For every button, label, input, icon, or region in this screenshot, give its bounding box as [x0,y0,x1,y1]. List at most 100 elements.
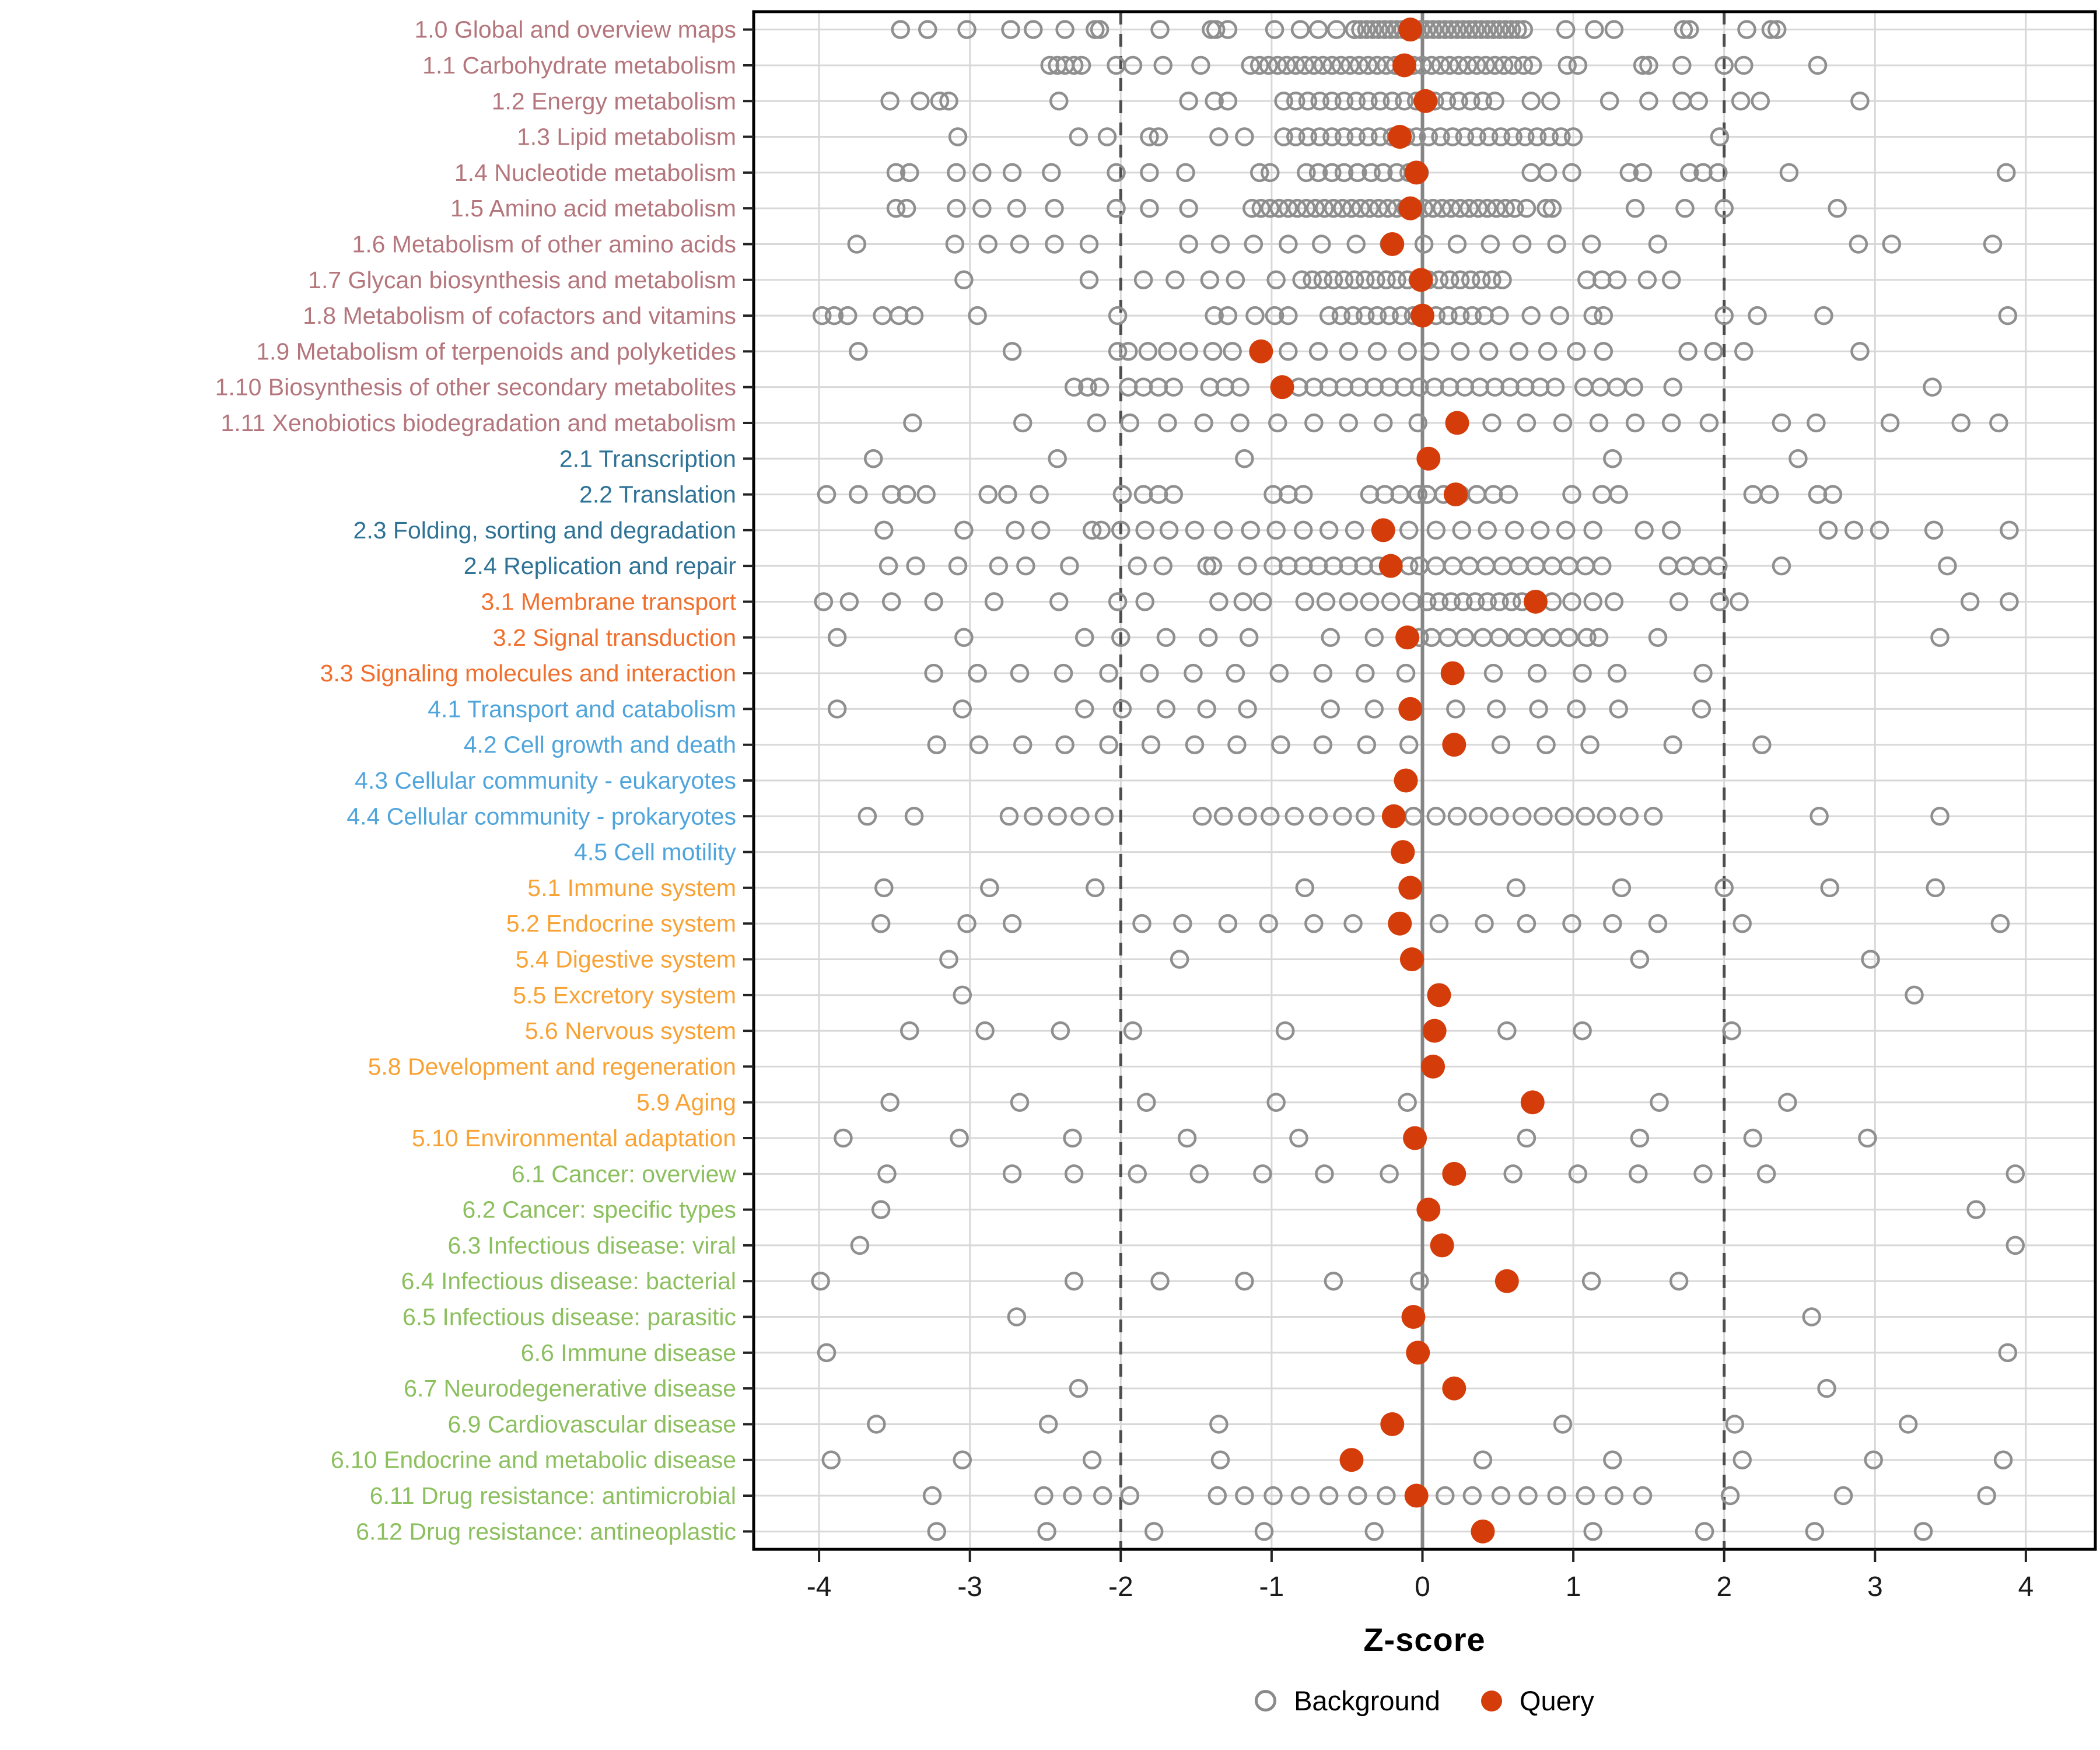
background-point [1086,878,1105,898]
y-axis-label: 4.4 Cellular community - prokaryotes [346,803,736,830]
background-point [897,485,916,504]
background-point [1553,413,1573,433]
background-point [972,198,992,218]
background-point [1292,270,1311,290]
background-point [1094,807,1114,826]
background-point [1732,914,1752,933]
background-point [1429,914,1449,933]
background-point [1245,306,1265,326]
background-point [1279,342,1298,361]
background-point [1002,163,1022,183]
background-point [1339,413,1359,433]
background-point [878,556,898,576]
background-point [1360,198,1380,218]
background-point [1663,735,1683,754]
background-point [1002,342,1022,361]
y-axis-label: 1.11 Xenobiotics biodegradation and meta… [220,410,736,436]
background-point [1562,163,1581,183]
background-point [1583,306,1602,326]
background-point [1173,914,1192,933]
background-point [1494,55,1514,75]
background-point [1583,520,1602,540]
background-point [1334,163,1354,183]
background-point [1348,1486,1367,1506]
y-axis-label: 6.10 Endocrine and metabolic disease [331,1447,736,1474]
background-point [947,163,966,183]
x-tick-label: 3 [1867,1572,1883,1602]
background-point [1380,306,1399,326]
background-point [1472,270,1491,290]
background-point [1364,699,1384,719]
background-point [904,807,924,826]
background-point [1966,1200,1986,1219]
background-point [1374,413,1393,433]
background-point [1440,55,1460,75]
background-point [811,1271,830,1291]
query-point [1404,1483,1429,1508]
background-point [1378,198,1398,218]
background-point [1024,807,1043,826]
query-point [1388,125,1412,149]
background-point [1010,1093,1030,1112]
background-point [1370,92,1390,111]
background-point [1583,1522,1602,1541]
background-point [1308,342,1328,361]
background-point [1107,163,1126,183]
background-point [1478,520,1497,540]
background-point [886,163,906,183]
background-point [1429,592,1449,611]
background-point [1737,20,1756,39]
background-point [1864,1450,1883,1469]
background-point [817,1343,836,1363]
background-point [1333,807,1352,826]
background-point [1398,342,1417,361]
background-point [1319,1486,1339,1506]
background-point [1108,592,1128,611]
query-point [1398,18,1423,42]
background-point [1045,235,1064,254]
background-point [1324,1271,1343,1291]
background-point [900,163,919,183]
y-axis-label: 2.3 Folding, sorting and degradation [354,517,736,544]
background-point [1308,807,1328,826]
background-point [1357,20,1377,39]
background-point [1518,1486,1538,1506]
background-point [1619,163,1639,183]
background-point [1663,377,1683,397]
background-point [1166,270,1185,290]
background-point [1286,55,1306,75]
background-point [1720,1486,1740,1506]
background-point [1604,20,1624,39]
background-point [1761,20,1781,39]
background-point [1422,55,1441,75]
background-point [1082,520,1102,540]
background-point [1297,163,1316,183]
y-axis-label: 4.2 Cell growth and death [464,732,736,758]
background-point [1630,950,1650,969]
background-point [1699,413,1719,433]
background-point [1756,1164,1776,1184]
background-point [1454,592,1473,611]
x-tick-label: -1 [1259,1572,1284,1602]
background-point [1185,520,1205,540]
background-point [1870,520,1889,540]
background-point [1286,127,1306,146]
background-point [877,1164,897,1184]
background-point [1048,807,1067,826]
background-point [1634,520,1654,540]
background-point [1479,127,1499,146]
background-point [1661,520,1681,540]
background-point [968,663,987,683]
background-point [1490,592,1509,611]
background-point [1345,270,1364,290]
background-point [1179,198,1198,218]
background-point [1006,520,1025,540]
background-point [1123,55,1143,75]
background-point [1524,628,1544,648]
background-point [1002,1164,1022,1184]
background-point [1055,735,1074,754]
background-point [948,556,968,576]
background-point [1091,520,1111,540]
background-point [1465,20,1485,39]
background-point [1423,20,1443,39]
